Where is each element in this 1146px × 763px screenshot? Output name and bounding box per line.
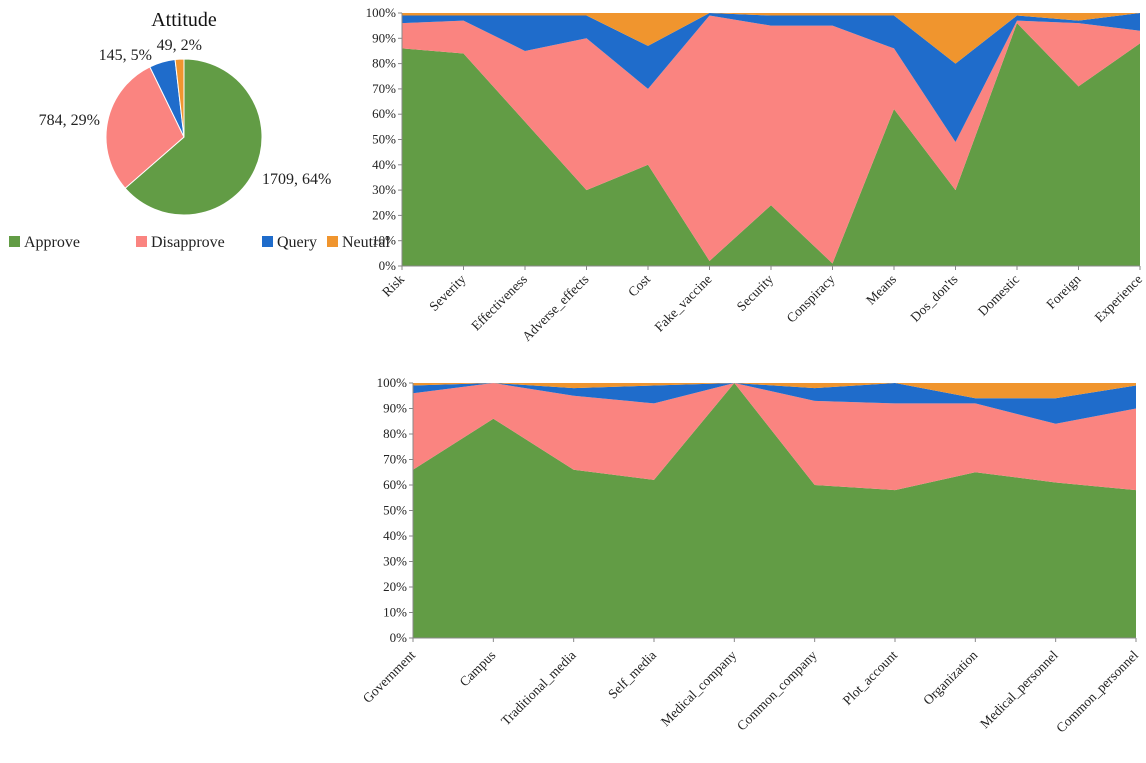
legend-swatch-disapprove xyxy=(136,236,147,247)
y-tick-label: 40% xyxy=(372,157,396,172)
x-category-label: Traditional_media xyxy=(498,648,579,729)
y-tick-label: 40% xyxy=(383,528,407,543)
area-topics-disapprove xyxy=(402,15,1140,264)
x-category-label: Medical_personnel xyxy=(977,647,1061,731)
y-tick-label: 30% xyxy=(372,182,396,197)
y-tick-label: 0% xyxy=(379,258,397,273)
y-tick-label: 60% xyxy=(372,106,396,121)
y-tick-label: 10% xyxy=(383,605,407,620)
y-tick-label: 90% xyxy=(383,401,407,416)
area-topics-neutral xyxy=(402,13,1140,64)
legend-swatch-query xyxy=(262,236,273,247)
legend-label-query: Query xyxy=(277,234,317,251)
y-tick-label: 20% xyxy=(383,579,407,594)
y-tick-label: 100% xyxy=(366,5,397,20)
y-tick-label: 50% xyxy=(383,503,407,518)
legend-label-neutral: Neutral xyxy=(342,234,391,251)
y-tick-label: 10% xyxy=(372,233,396,248)
area-chart-topics: 0% 10% 20% 30% 40% 50% 60% 70% 80% 90% 100% Risk Sev… xyxy=(366,5,1145,344)
pie-title: Attitude xyxy=(151,9,217,31)
x-category-label: Organization xyxy=(920,647,980,707)
x-category-label: Self_media xyxy=(605,648,659,702)
area-chart-sources: 0% 10% 20% 30% 40% 50% 60% 70% 80% 90% 100% Governm… xyxy=(360,375,1141,736)
area-sources-query xyxy=(413,383,1136,424)
y-tick-label: 20% xyxy=(372,207,396,222)
y-tick-label: 0% xyxy=(390,630,408,645)
x-category-label: Common_personnel xyxy=(1053,647,1141,735)
x-category-label: Conspiracy xyxy=(784,271,838,325)
y-tick-label: 70% xyxy=(383,452,407,467)
legend-swatch-approve xyxy=(9,236,20,247)
y-tick-label: 80% xyxy=(383,426,407,441)
pie-label-neutral: 49, 2% xyxy=(157,37,202,54)
area-sources-neutral xyxy=(413,383,1136,399)
x-category-label: Common_company xyxy=(734,647,820,733)
y-tick-label: 70% xyxy=(372,81,396,96)
legend-label-approve: Approve xyxy=(24,234,80,251)
pie-slice-approve xyxy=(124,58,263,216)
pie-label-disapprove: 784, 29% xyxy=(39,112,100,129)
x-category-label: Means xyxy=(863,272,899,308)
area-sources-approve xyxy=(413,383,1136,638)
x-category-label: Severity xyxy=(426,271,469,314)
x-category-label: Domestic xyxy=(975,272,1022,319)
y-tick-label: 50% xyxy=(372,132,396,147)
x-category-label: Cost xyxy=(625,271,653,299)
pie-label-query: 145, 5% xyxy=(99,47,152,64)
y-tick-label: 100% xyxy=(377,375,408,390)
y-tick-label: 30% xyxy=(383,554,407,569)
area-sources-disapprove xyxy=(413,383,1136,491)
x-category-label: Medical_company xyxy=(658,647,740,729)
area-topics-query xyxy=(402,13,1140,143)
x-category-label: Plot_account xyxy=(840,647,901,708)
x-category-label: Campus xyxy=(457,648,499,690)
x-category-label: Security xyxy=(734,271,777,314)
area-topics-approve xyxy=(402,23,1140,267)
legend-swatch-neutral xyxy=(327,236,338,247)
x-category-label: Effectiveness xyxy=(468,272,530,334)
y-tick-label: 80% xyxy=(372,56,396,71)
pie-slice-neutral xyxy=(174,58,185,138)
x-category-label: Risk xyxy=(379,271,407,299)
y-tick-label: 60% xyxy=(383,477,407,492)
legend-label-disapprove: Disapprove xyxy=(151,234,225,251)
pie-label-approve: 1709, 64% xyxy=(262,171,331,188)
x-category-label: Adverse_effects xyxy=(519,272,591,344)
x-category-label: Foreign xyxy=(1043,271,1083,311)
x-category-label: Dos_don'ts xyxy=(907,272,960,325)
x-category-label: Experience xyxy=(1092,272,1146,326)
y-tick-label: 90% xyxy=(372,30,396,45)
x-category-label: Government xyxy=(360,647,418,705)
x-category-label: Fake_vaccine xyxy=(652,272,715,335)
